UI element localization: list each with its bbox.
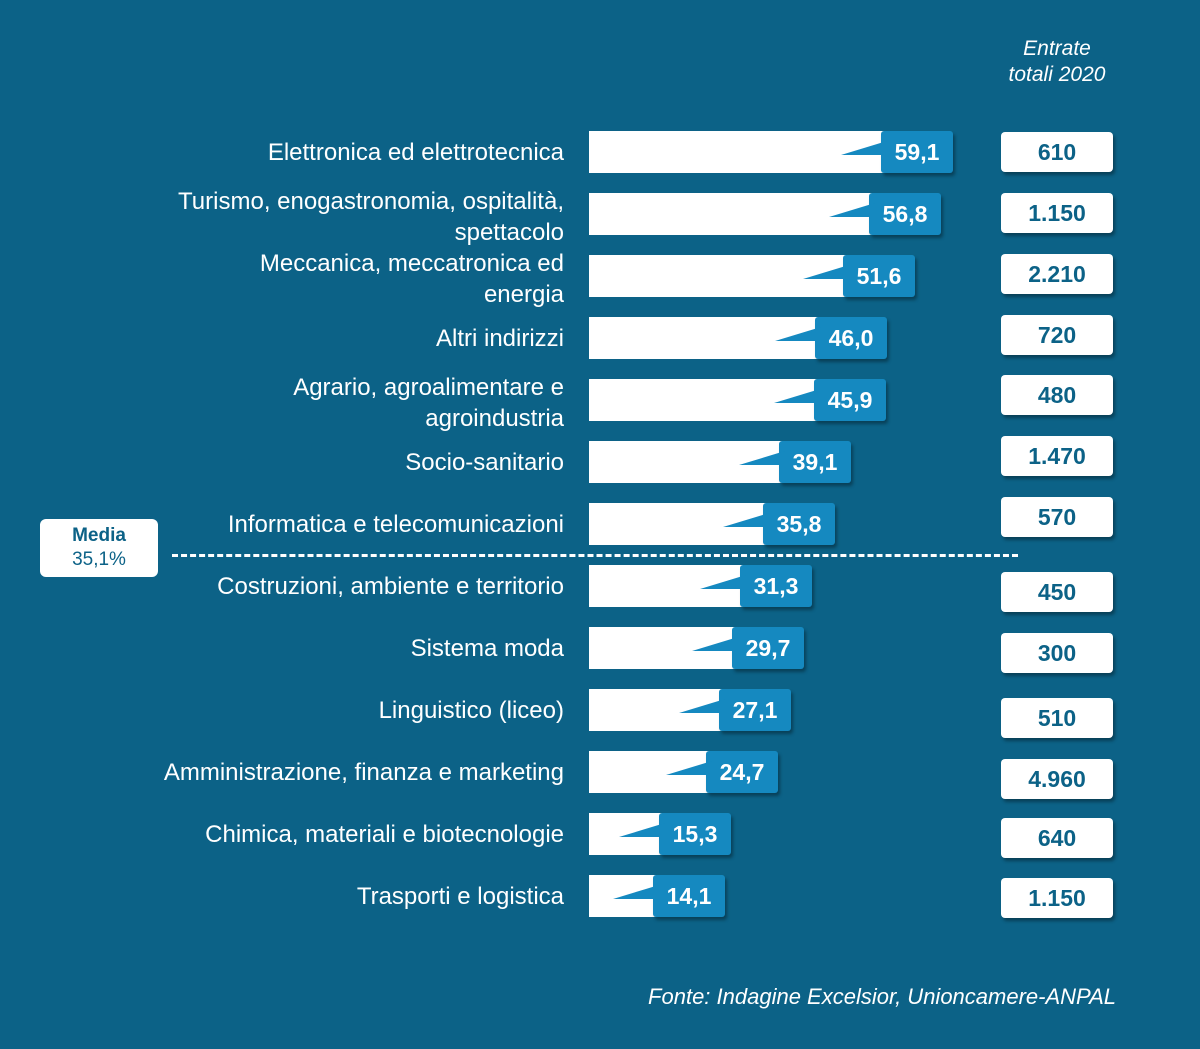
category-label: Costruzioni, ambiente e territorio (44, 571, 564, 602)
value-label: 29,7 (732, 627, 804, 669)
category-label-line: Agrario, agroalimentare e (293, 374, 564, 401)
value-label: 39,1 (779, 441, 851, 483)
category-label: Altri indirizzi (44, 323, 564, 354)
category-label: Sistema moda (44, 633, 564, 664)
category-label: Informatica e telecomunicazioni (44, 509, 564, 540)
value-label: 56,8 (869, 193, 941, 235)
entrate-value: 640 (1001, 818, 1113, 858)
category-label-line: agroindustria (425, 405, 564, 432)
average-label-title: Media (72, 525, 126, 546)
entrate-value: 480 (1001, 375, 1113, 415)
entrate-value: 4.960 (1001, 759, 1113, 799)
value-label: 59,1 (881, 131, 953, 173)
category-label: Agrario, agroalimentare e agroindustria (44, 372, 564, 434)
category-label: Amministrazione, finanza e marketing (44, 757, 564, 788)
value-label: 51,6 (843, 255, 915, 297)
bar (589, 131, 889, 173)
entrate-header: Entrate totali 2020 (990, 36, 1124, 88)
value-label: 46,0 (815, 317, 887, 359)
category-label-line: Turismo, enogastronomia, ospitalità, (178, 188, 564, 215)
value-label: 15,3 (659, 813, 731, 855)
category-label-line: Informatica e telecomunicazioni (227, 510, 564, 538)
category-label: Elettronica ed elettrotecnica (44, 137, 564, 168)
category-label-line: spettacolo (454, 219, 564, 246)
entrate-value: 1.150 (1001, 878, 1113, 918)
value-label: 35,8 (763, 503, 835, 545)
bar (589, 379, 822, 421)
value-label: 14,1 (653, 875, 725, 917)
value-label: 31,3 (740, 565, 812, 607)
entrate-value: 610 (1001, 132, 1113, 172)
entrate-value: 510 (1001, 698, 1113, 738)
value-label: 27,1 (719, 689, 791, 731)
entrate-value: 450 (1001, 572, 1113, 612)
category-label-line: Chimica, materiali e biotecnologie (205, 820, 564, 848)
category-label-line: Costruzioni, ambiente e territorio (217, 572, 564, 600)
bar (589, 255, 851, 297)
average-label: Media 35,1% (40, 519, 158, 577)
category-label: Linguistico (liceo) (44, 695, 564, 726)
category-label: Socio-sanitario (44, 447, 564, 478)
entrate-value: 1.150 (1001, 193, 1113, 233)
category-label-line: Sistema moda (410, 634, 564, 662)
category-label-line: Amministrazione, finanza e marketing (163, 758, 564, 786)
category-label: Chimica, materiali e biotecnologie (44, 819, 564, 850)
category-label-line: Meccanica, meccatronica ed (259, 250, 564, 277)
bar (589, 193, 877, 235)
entrate-value: 1.470 (1001, 436, 1113, 476)
entrate-value: 300 (1001, 633, 1113, 673)
value-label: 45,9 (814, 379, 886, 421)
entrate-value: 720 (1001, 315, 1113, 355)
category-label-line: energia (483, 281, 564, 308)
entrate-value: 570 (1001, 497, 1113, 537)
category-label: Meccanica, meccatronica ed energia (44, 248, 564, 310)
entrate-value: 2.210 (1001, 254, 1113, 294)
average-line (172, 554, 1018, 557)
category-label-line: Elettronica ed elettrotecnica (267, 138, 564, 166)
category-label: Trasporti e logistica (44, 881, 564, 912)
category-label-line: Trasporti e logistica (356, 882, 564, 910)
entrate-header-line-2: totali 2020 (1008, 63, 1106, 86)
category-label-line: Altri indirizzi (435, 324, 564, 352)
bar (589, 317, 823, 359)
entrate-header-line-1: Entrate (1023, 37, 1091, 60)
average-label-value: 35,1% (72, 549, 126, 570)
category-label-line: Socio-sanitario (405, 448, 564, 476)
source-note: Fonte: Indagine Excelsior, Unioncamere-A… (648, 984, 1116, 1009)
category-label-line: Linguistico (liceo) (378, 696, 564, 724)
category-label: Turismo, enogastronomia, ospitalità, spet… (44, 186, 564, 248)
value-label: 24,7 (706, 751, 778, 793)
